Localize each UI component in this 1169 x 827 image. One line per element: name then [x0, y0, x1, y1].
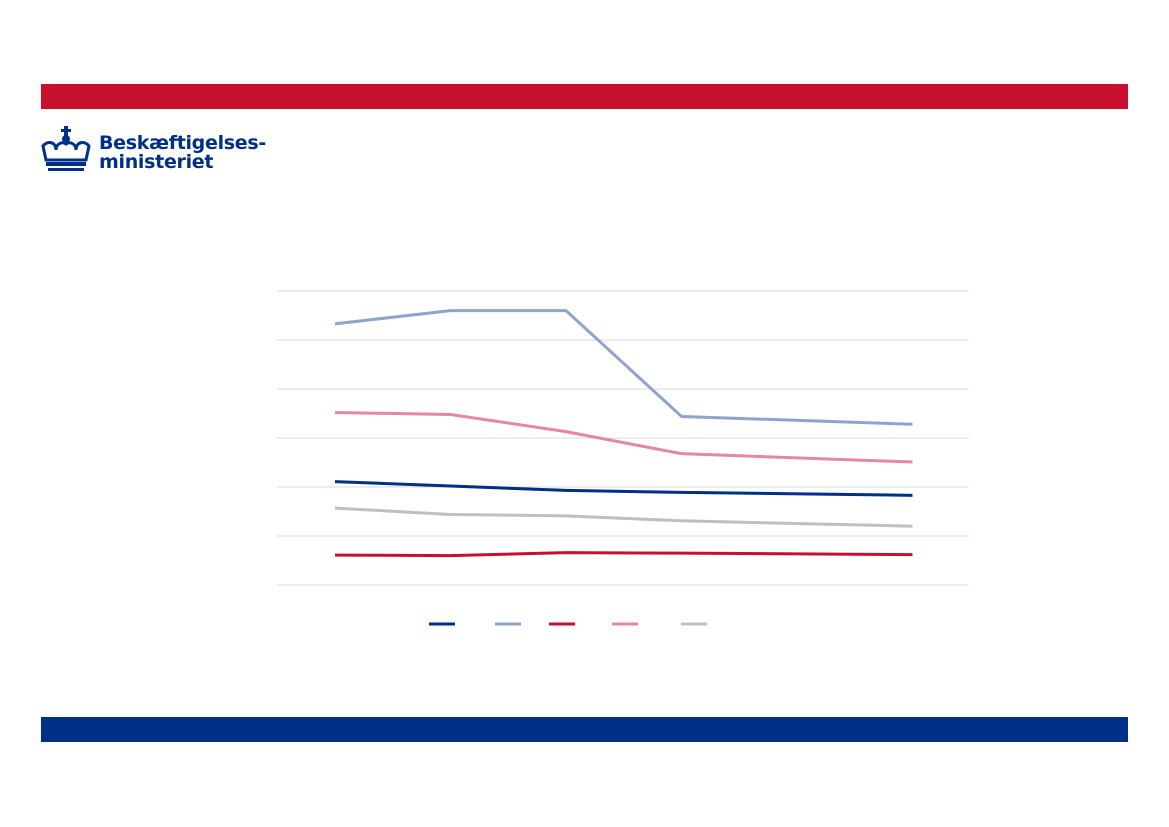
series-line-4 — [334, 411, 913, 464]
series-line-3 — [334, 551, 913, 558]
crown-icon — [41, 126, 91, 171]
series-line-5 — [334, 506, 913, 528]
ministry-logo: Beskæftigelses- ministeriet — [40, 126, 280, 176]
logo-line-2: ministeriet — [99, 151, 214, 173]
gridlines — [277, 290, 969, 586]
series-line-2 — [334, 309, 913, 426]
top-red-bar — [41, 84, 1128, 109]
ministry-name: Beskæftigelses- ministeriet — [99, 134, 266, 172]
bottom-blue-bar — [41, 717, 1128, 742]
series-line-1 — [334, 480, 913, 497]
logo-line-1: Beskæftigelses- — [99, 132, 266, 154]
series-lines — [334, 309, 913, 558]
